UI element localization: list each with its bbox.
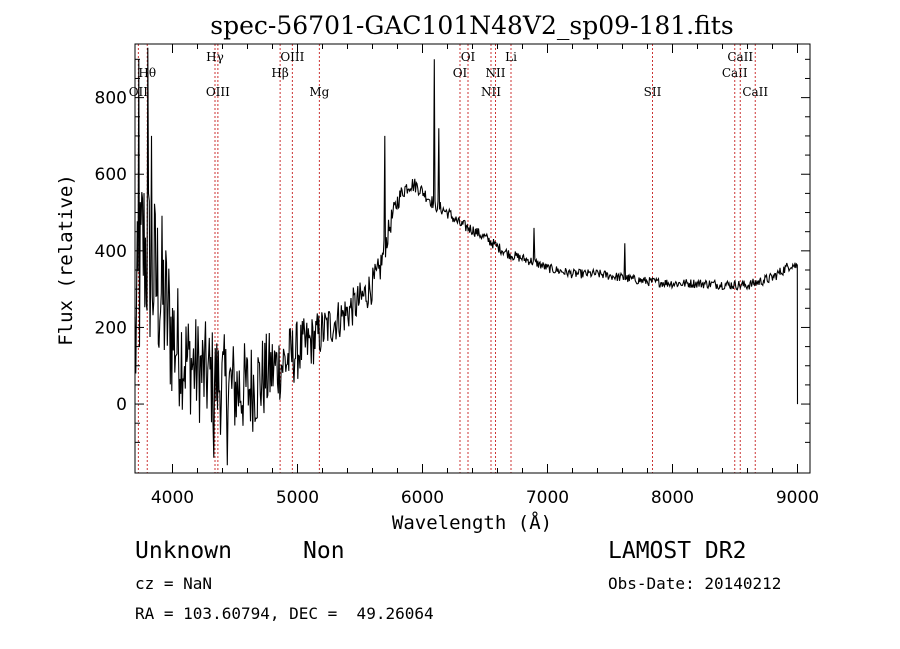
x-tick-label: 4000 (151, 488, 194, 508)
survey-name: LAMOST DR2 (608, 538, 747, 564)
spectral-line-label: Hβ (271, 66, 288, 80)
x-tick-label: 6000 (401, 488, 444, 508)
spectral-line-label: CaII (742, 85, 768, 99)
spectrum-series (134, 47, 799, 466)
y-axis-label: Flux (relative) (55, 174, 77, 346)
x-axis-label: Wavelength (Å) (392, 511, 552, 534)
x-tick-label: 7000 (526, 488, 569, 508)
object-class: Unknown (135, 538, 232, 564)
spectral-line-label: Li (505, 50, 517, 64)
spectral-line-label: OI (461, 50, 476, 64)
x-tick-label: 9000 (776, 488, 819, 508)
y-tick-label: 800 (95, 89, 127, 109)
x-axis: 4000 5000 6000 7000 8000 9000 (151, 44, 819, 508)
y-tick-label: 200 (95, 318, 127, 338)
y-tick-label: 600 (95, 165, 127, 185)
chart-title: spec-56701-GAC101N48V2_sp09-181.fits (210, 11, 733, 40)
spectral-line-label: OIII (280, 50, 304, 64)
y-axis: 0 200 400 600 800 (95, 58, 810, 443)
spectral-line-markers: OIIHθHγOIIIHβOIIIMgOIOINIINIILiSIICaIICa… (129, 44, 768, 473)
spectral-line-label: CaII (727, 50, 753, 64)
flux-line (134, 47, 799, 466)
x-tick-label: 8000 (651, 488, 694, 508)
redshift-cz: cz = NaN (135, 574, 213, 593)
spectral-line-label: Mg (309, 85, 329, 99)
spectral-line-label: Hγ (206, 50, 224, 64)
spectral-line-label: SII (644, 85, 662, 99)
coordinates: RA = 103.60794, DEC = 49.26064 (135, 604, 434, 623)
spectral-line-label: OI (453, 66, 468, 80)
spectral-line-label: CaII (722, 66, 748, 80)
object-subclass: Non (303, 538, 345, 564)
spectral-line-label: OIII (206, 85, 230, 99)
x-tick-label: 5000 (276, 488, 319, 508)
spectral-line-label: NII (486, 66, 506, 80)
observation-date: Obs-Date: 20140212 (608, 574, 782, 593)
y-tick-label: 400 (95, 242, 127, 262)
y-tick-label: 0 (116, 395, 127, 415)
spectral-line-label: NII (481, 85, 501, 99)
